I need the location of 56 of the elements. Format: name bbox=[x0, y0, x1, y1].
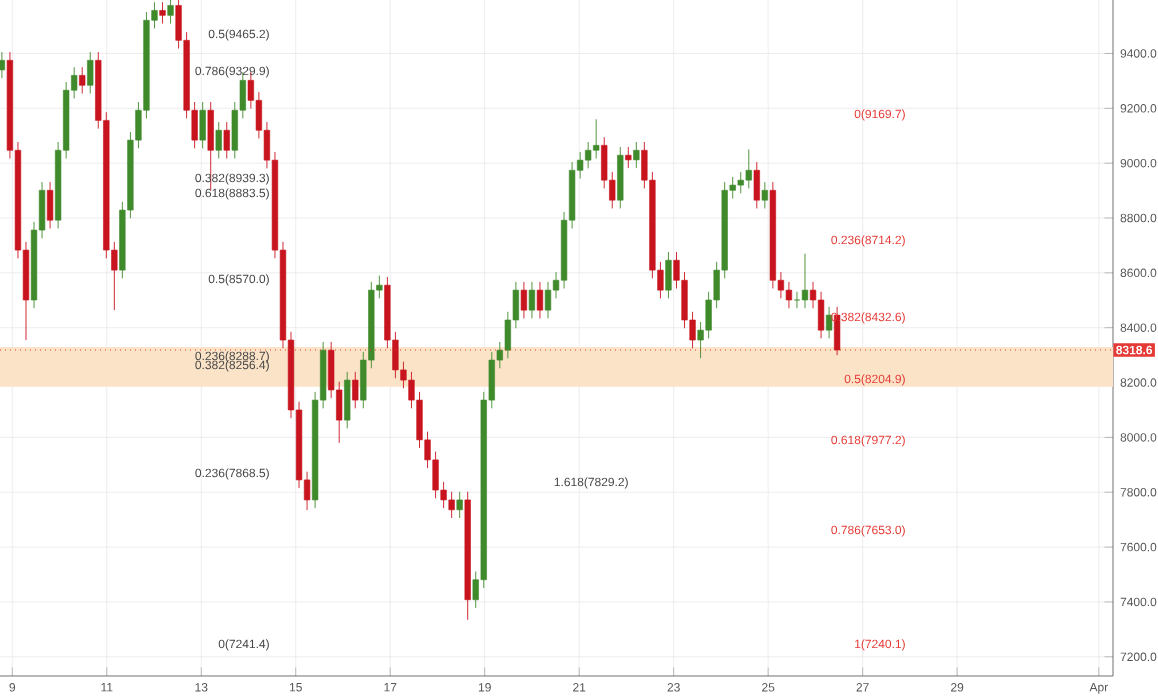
annotation: 0.5(8204.9) bbox=[844, 374, 905, 386]
x-tick-label: 15 bbox=[289, 683, 302, 692]
annotation: 0.236(8714.2) bbox=[831, 235, 905, 247]
candlestick bbox=[79, 66, 86, 94]
candlestick bbox=[159, 1, 166, 25]
y-tick-label: 9200.0 bbox=[1120, 104, 1157, 113]
x-tick-label: 25 bbox=[762, 683, 775, 692]
x-tick-label: 13 bbox=[195, 683, 208, 692]
annotation: 0.786(9329.9) bbox=[195, 66, 269, 78]
annotation: 0(9169.7) bbox=[854, 109, 905, 121]
x-tick-label: Apr bbox=[1089, 683, 1108, 694]
annotation: 0(7241.4) bbox=[218, 639, 269, 651]
annotation: 1(7240.1) bbox=[855, 639, 905, 651]
candlestick bbox=[167, 0, 174, 25]
candlestick bbox=[544, 281, 552, 319]
y-tick-label: 7800.0 bbox=[1120, 488, 1157, 497]
x-tick-label: 11 bbox=[101, 683, 113, 692]
y-tick-label: 8200.0 bbox=[1120, 378, 1157, 387]
y-tick-label: 7200.0 bbox=[1120, 652, 1157, 662]
candlestick bbox=[520, 281, 528, 319]
annotation: 0.236(7868.5) bbox=[195, 468, 269, 480]
y-tick-label: 8400.0 bbox=[1120, 323, 1157, 332]
candlestick bbox=[801, 253, 809, 309]
y-tick-label: 7600.0 bbox=[1120, 542, 1157, 552]
y-tick-label: 8800.0 bbox=[1120, 213, 1157, 223]
candlestick bbox=[223, 121, 230, 159]
y-tick-label: 9000.0 bbox=[1120, 158, 1157, 168]
candlestick bbox=[215, 121, 222, 159]
candlestick bbox=[536, 281, 544, 319]
annotation: 0.618(7977.2) bbox=[831, 435, 905, 447]
candlestick bbox=[793, 291, 801, 309]
x-tick-label: 27 bbox=[856, 683, 869, 692]
x-tick-label: 29 bbox=[951, 683, 964, 692]
y-tick-label: 8000.0 bbox=[1120, 433, 1157, 442]
candlestick bbox=[456, 491, 463, 519]
x-tick-label: 9 bbox=[9, 683, 16, 692]
y-tick-label: 7400.0 bbox=[1120, 597, 1157, 607]
candlestick bbox=[625, 146, 632, 169]
annotation: 0.5(9465.2) bbox=[208, 29, 269, 41]
annotation: 0.5(8570.0) bbox=[208, 274, 269, 286]
y-tick-label: 8600.0 bbox=[1120, 268, 1157, 278]
x-tick-label: 17 bbox=[384, 683, 397, 692]
candlestick bbox=[633, 141, 640, 169]
candlestick bbox=[0, 51, 6, 79]
annotation: 1.618(7829.2) bbox=[554, 477, 628, 489]
candlestick bbox=[825, 306, 833, 339]
candlestick bbox=[528, 281, 536, 319]
ref-line-label: 8318.6 bbox=[1116, 345, 1153, 355]
annotation: 0.618(8883.5) bbox=[195, 188, 269, 200]
candlestick bbox=[352, 371, 359, 409]
annotation: 0.786(7653.0) bbox=[831, 525, 905, 537]
x-tick-label: 23 bbox=[667, 683, 680, 692]
x-tick-label: 19 bbox=[478, 683, 491, 692]
candlestick bbox=[761, 181, 768, 209]
x-tick-label: 21 bbox=[573, 683, 586, 692]
y-tick-label: 9400.0 bbox=[1120, 49, 1157, 58]
